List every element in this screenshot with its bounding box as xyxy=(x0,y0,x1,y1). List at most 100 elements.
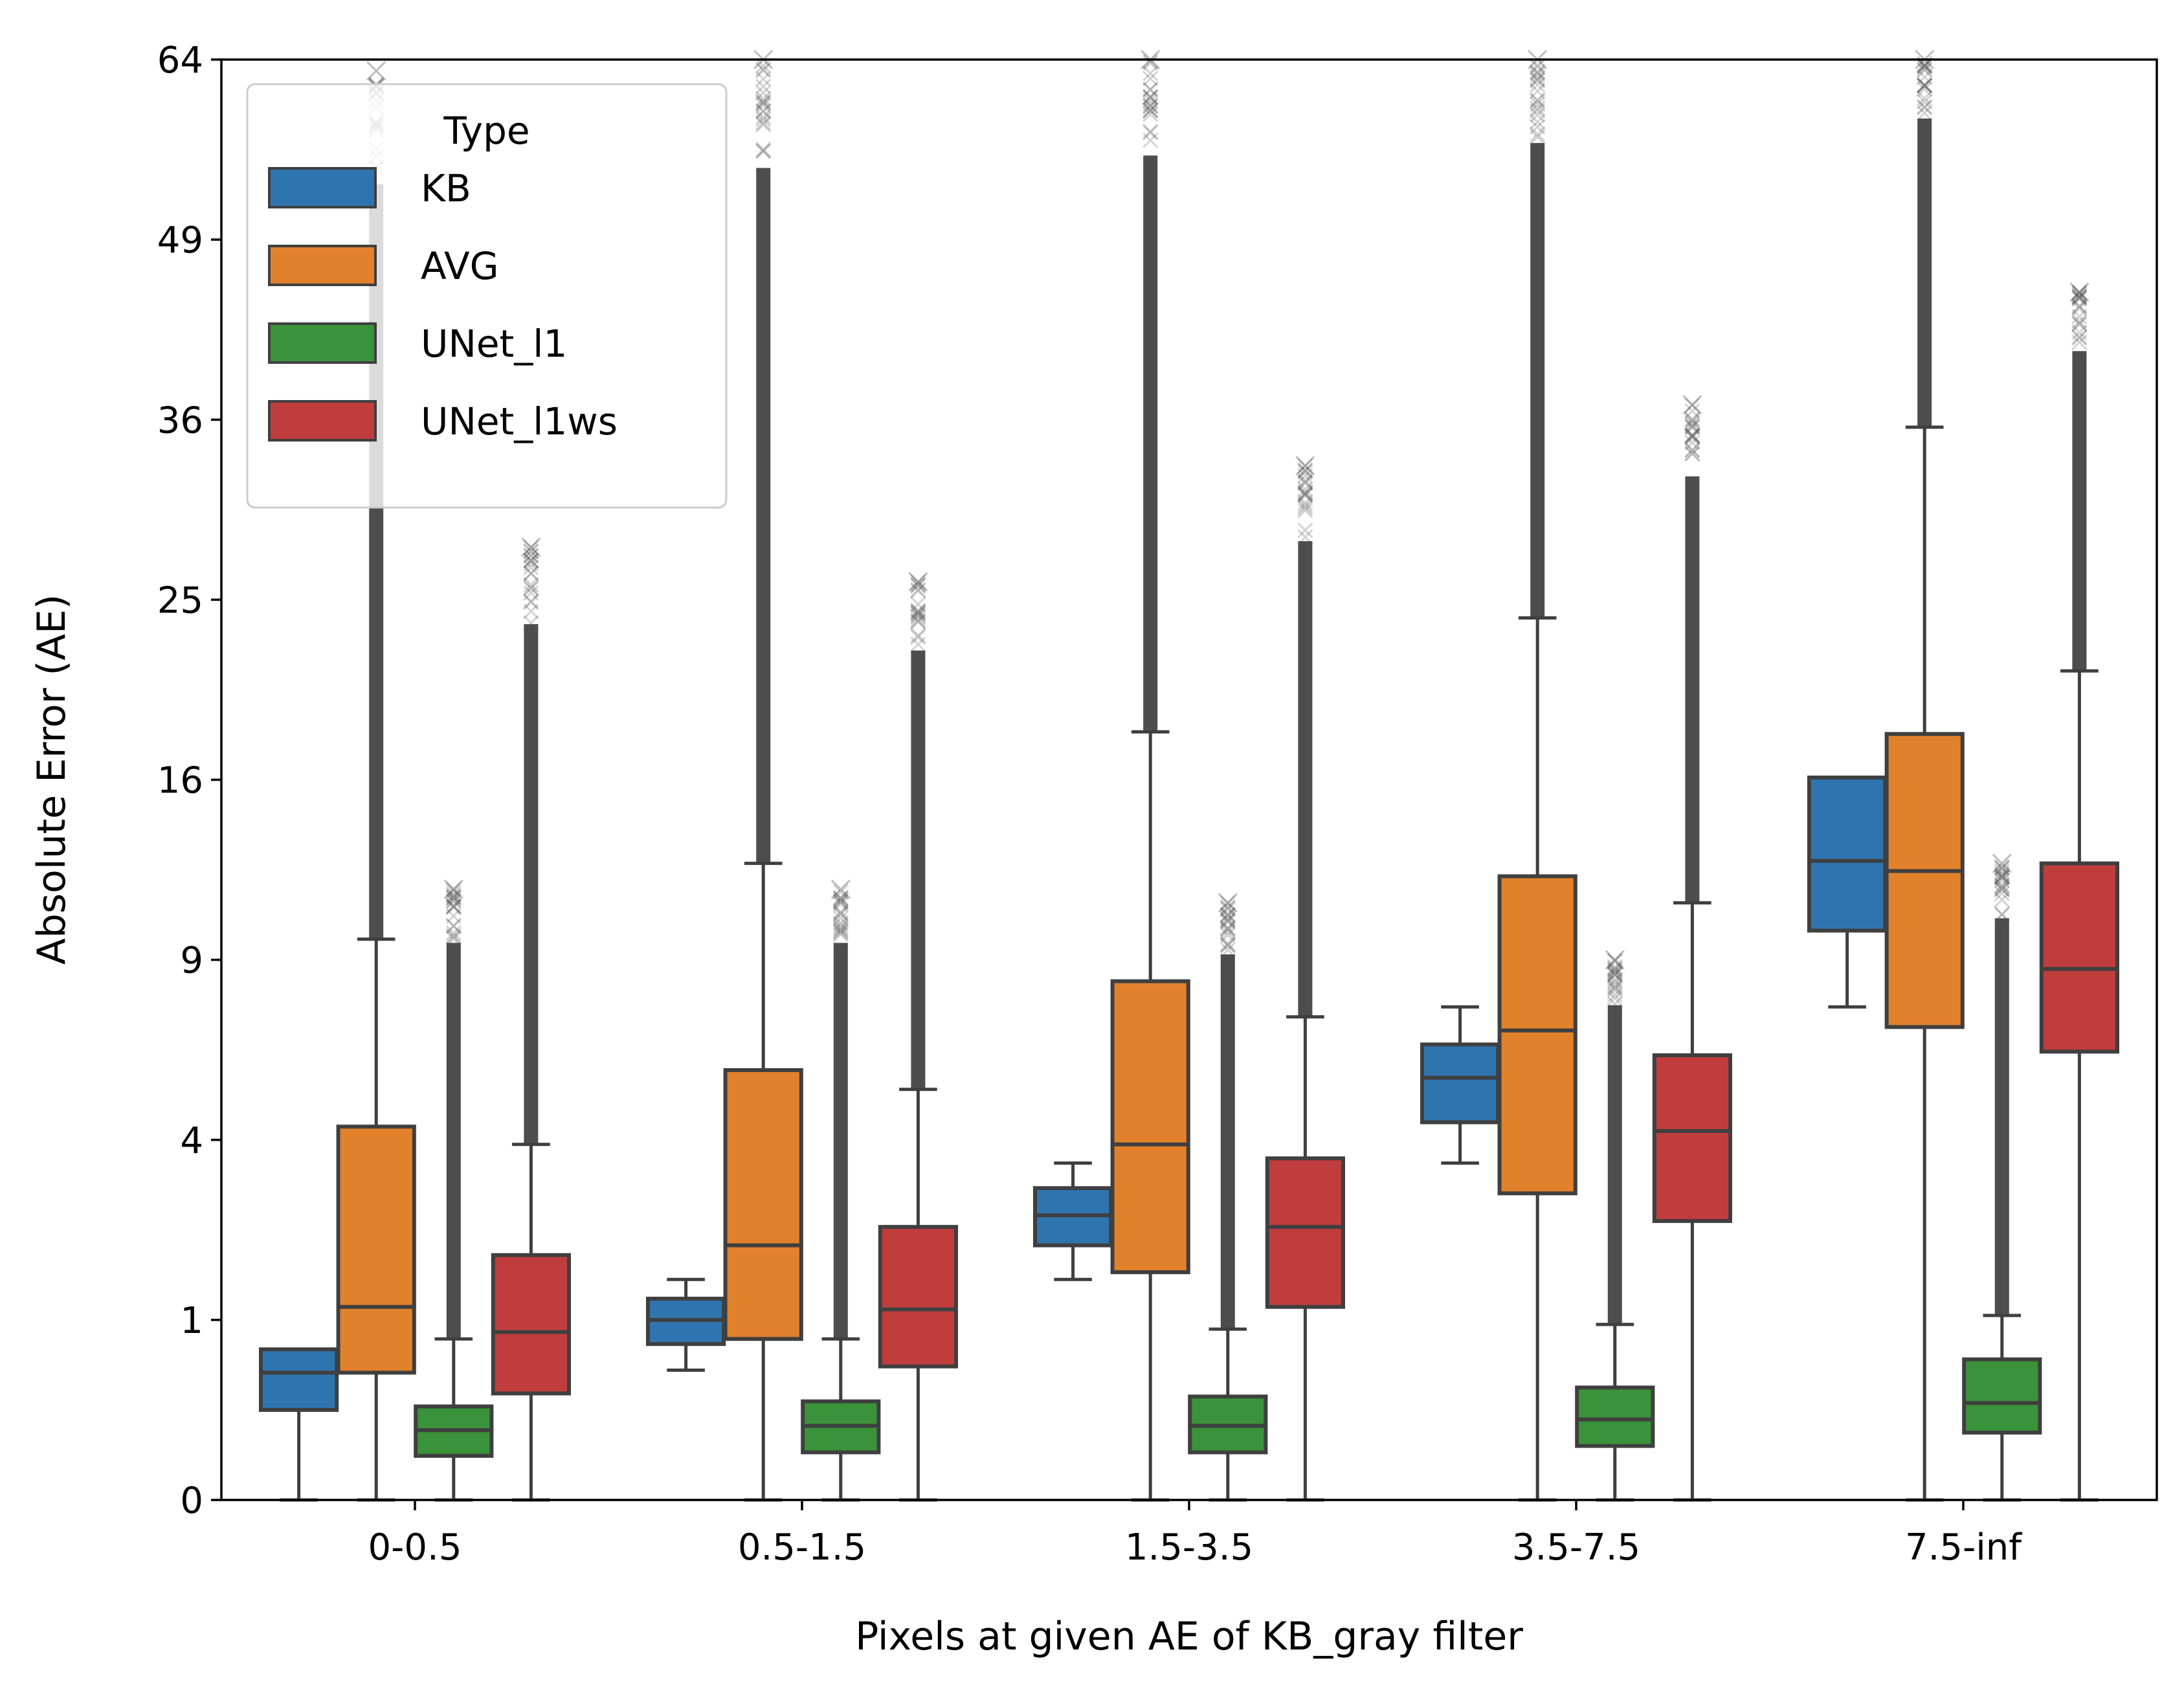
outlier-marker xyxy=(1917,76,1933,93)
outliers-UNet_l1ws-0-0.5 xyxy=(521,537,541,1145)
outlier-dense-band xyxy=(2072,351,2087,671)
box-iqr xyxy=(1807,776,1888,933)
y-tick-label: 1 xyxy=(180,1300,203,1342)
outlier-marker xyxy=(1607,967,1623,983)
outlier-marker xyxy=(910,577,926,594)
outlier-marker xyxy=(755,102,772,119)
outlier-marker xyxy=(445,888,462,904)
outlier-marker xyxy=(1684,434,1700,451)
outlier-marker xyxy=(1607,972,1623,988)
outlier-marker xyxy=(523,548,539,564)
outlier-dense-band xyxy=(1607,1005,1622,1325)
outlier-marker xyxy=(523,577,539,593)
outlier-marker xyxy=(832,891,849,907)
outlier-marker xyxy=(832,915,849,931)
outlier-marker xyxy=(1917,58,1933,74)
x-axis: 0-0.5 0.5-1.5 1.5-3.5 3.5-7.5 7.5-inf xyxy=(368,1500,2022,1569)
outlier-marker xyxy=(832,894,849,910)
outlier-marker xyxy=(523,603,539,620)
outlier-marker xyxy=(445,890,462,906)
outliers-UNet_l1-0.5-1.5 xyxy=(830,879,851,1339)
outlier-marker xyxy=(1297,473,1313,489)
outlier-marker xyxy=(1220,899,1236,915)
outliers-UNet_l1-0-0.5 xyxy=(443,879,463,1339)
outlier-marker xyxy=(1684,418,1700,434)
box-UNet_l1-0.5-1.5 xyxy=(801,1337,881,1502)
box-AVG-0.5-1.5 xyxy=(723,862,803,1502)
outlier-marker xyxy=(1297,484,1313,500)
box-layer xyxy=(258,425,2120,1502)
outlier-marker xyxy=(1684,427,1700,443)
outlier-marker xyxy=(1607,959,1623,975)
outlier-marker-max xyxy=(1605,950,1625,970)
outlier-marker xyxy=(1994,906,2010,923)
outlier-marker xyxy=(1917,69,1933,85)
legend-label-UNet_l1ws: UNet_l1ws xyxy=(421,399,618,443)
outlier-marker xyxy=(1917,105,1933,121)
outlier-marker-max xyxy=(1992,853,2012,873)
outlier-marker xyxy=(910,596,926,612)
outlier-marker-max xyxy=(366,61,386,81)
outlier-marker xyxy=(2071,329,2088,345)
outlier-marker xyxy=(1530,76,1546,93)
outlier-marker xyxy=(1607,996,1623,1012)
outlier-marker xyxy=(1684,414,1700,430)
outlier-marker xyxy=(523,539,539,555)
outlier-marker xyxy=(1297,458,1313,475)
box-KB-3.5-7.5 xyxy=(1420,1005,1500,1165)
box-iqr xyxy=(1962,1357,2042,1435)
outlier-marker-max xyxy=(443,879,463,899)
box-UNet_l1-7.5-inf xyxy=(1962,1314,2042,1502)
outlier-marker xyxy=(1994,869,2010,886)
box-UNet_l1ws-0-0.5 xyxy=(491,1143,572,1502)
outliers-UNet_l1ws-0.5-1.5 xyxy=(908,572,928,1090)
outlier-marker xyxy=(523,544,539,560)
outlier-marker xyxy=(2071,288,2088,304)
outlier-marker xyxy=(1220,906,1236,923)
box-iqr xyxy=(723,1068,803,1341)
outlier-marker xyxy=(1530,126,1546,142)
outlier-marker xyxy=(445,898,462,914)
outlier-marker xyxy=(2071,289,2088,305)
outlier-marker xyxy=(523,555,539,572)
outlier-marker xyxy=(1530,70,1546,86)
outlier-marker xyxy=(1530,67,1546,83)
outlier-marker xyxy=(2071,316,2088,332)
outlier-marker xyxy=(1220,901,1236,917)
outlier-marker xyxy=(2071,291,2088,307)
outlier-layer xyxy=(366,49,2089,1339)
outlier-dense-band xyxy=(1143,155,1158,732)
x-axis-label: Pixels at given AE of KB_gray filter xyxy=(855,1614,1523,1659)
outlier-marker xyxy=(2071,287,2088,304)
outliers-UNet_l1ws-7.5-inf xyxy=(2069,282,2089,671)
outlier-marker xyxy=(1142,89,1159,105)
y-tick-label: 4 xyxy=(180,1120,203,1162)
outlier-dense-band xyxy=(446,943,461,1339)
outlier-marker xyxy=(1142,93,1159,109)
box-AVG-3.5-7.5 xyxy=(1497,616,1577,1502)
outliers-AVG-1.5-3.5 xyxy=(1141,49,1161,732)
outlier-marker xyxy=(1684,445,1700,462)
outlier-dense-band xyxy=(756,168,771,864)
y-tick-label: 49 xyxy=(157,219,203,262)
y-tick-label: 0 xyxy=(180,1480,203,1522)
outlier-marker xyxy=(445,889,462,906)
outlier-marker xyxy=(523,579,539,596)
y-tick-label: 16 xyxy=(157,760,203,802)
outlier-marker-max xyxy=(908,572,928,592)
outlier-marker xyxy=(2071,284,2088,300)
box-UNet_l1ws-1.5-3.5 xyxy=(1265,1015,1346,1502)
outlier-marker xyxy=(1684,412,1700,428)
outlier-marker xyxy=(1607,952,1623,969)
outlier-marker xyxy=(1297,475,1313,491)
outlier-dense-band xyxy=(1994,918,2009,1316)
outlier-marker xyxy=(1297,464,1313,480)
box-iqr xyxy=(1265,1156,1346,1309)
outlier-marker xyxy=(832,889,849,906)
outlier-marker xyxy=(1530,64,1546,80)
outlier-marker xyxy=(755,111,772,128)
outlier-marker xyxy=(832,923,849,939)
outlier-marker xyxy=(1220,937,1236,954)
outlier-marker xyxy=(1607,979,1623,995)
outlier-marker xyxy=(1220,920,1236,936)
